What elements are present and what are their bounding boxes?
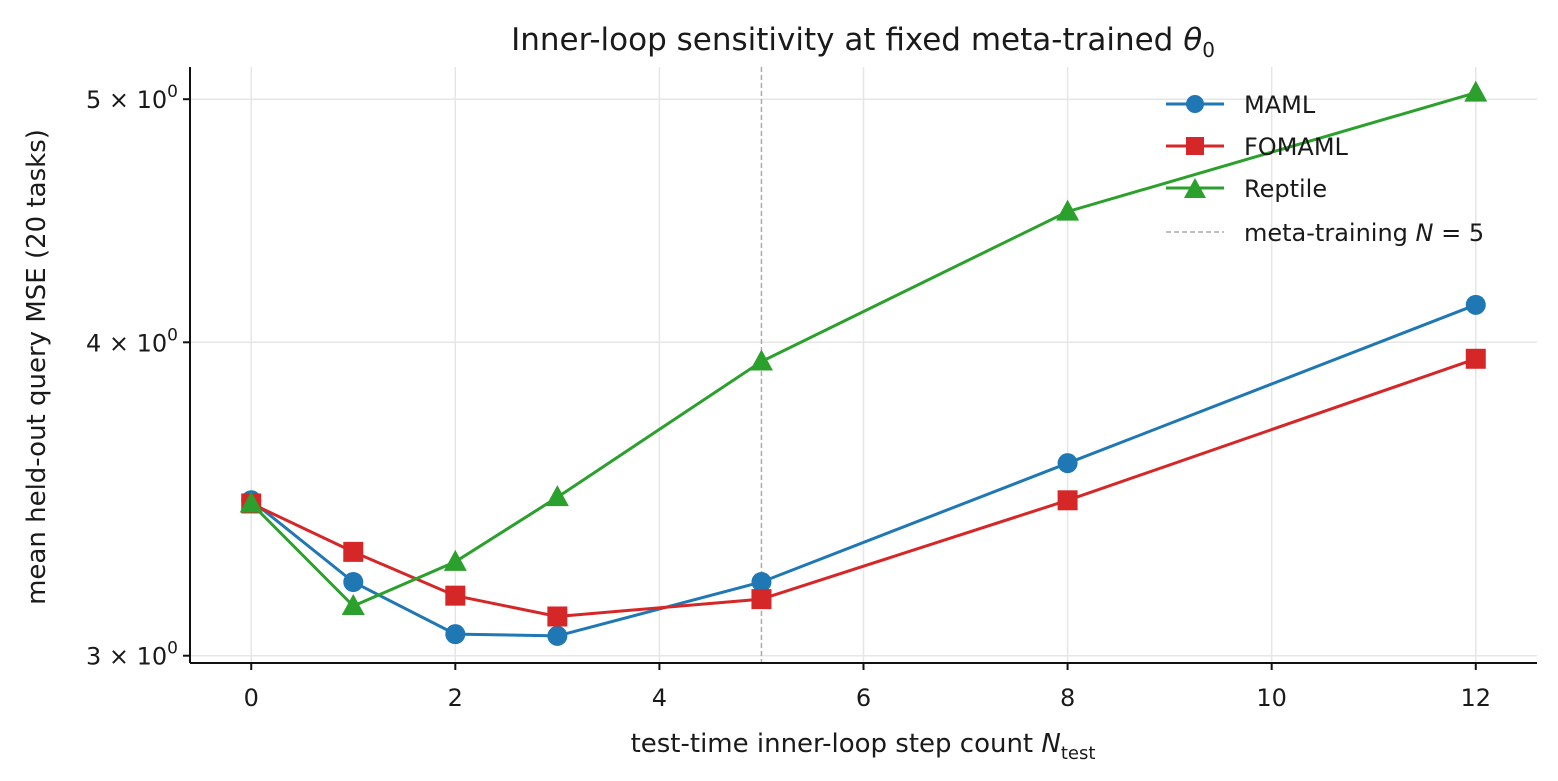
x-tick-label: 6 (856, 684, 871, 712)
data-point-fomaml (343, 541, 364, 562)
series-reptile (239, 80, 1488, 616)
data-point-reptile (1464, 80, 1488, 102)
y-tick-layer: 3 × 100 4 × 100 5 × 100 (86, 82, 190, 671)
x-tick-label: 10 (1256, 684, 1287, 712)
y-tick-label: 5 × 100 (86, 82, 178, 114)
x-tick-layer: 0 2 4 6 8 10 12 (244, 663, 1491, 712)
data-point-maml (1465, 294, 1486, 315)
legend-label-reference: meta-training N = 5 (1244, 219, 1484, 247)
data-point-reptile (1056, 199, 1080, 221)
legend-entry-maml: MAML (1166, 91, 1316, 119)
data-point-reptile (239, 491, 263, 513)
data-point-maml (343, 572, 364, 593)
x-tick-label: 0 (244, 684, 259, 712)
data-point-fomaml (547, 606, 568, 627)
legend: MAML FOMAML Reptile meta-training N = 5 (1166, 91, 1484, 247)
y-axis-label: mean held-out query MSE (20 tasks) (22, 129, 52, 605)
x-axis-label: test-time inner-loop step count Ntest (631, 729, 1096, 764)
legend-marker-reptile (1184, 178, 1206, 198)
grid-layer (190, 67, 1537, 663)
x-tick-label: 4 (652, 684, 667, 712)
data-point-fomaml (751, 589, 772, 610)
legend-label-maml: MAML (1244, 91, 1316, 119)
data-point-maml (445, 624, 466, 645)
data-point-maml (751, 572, 772, 593)
chart-title: Inner-loop sensitivity at fixed meta-tra… (511, 22, 1215, 62)
data-point-reptile (545, 485, 569, 507)
series-layer (239, 80, 1488, 646)
legend-entry-fomaml: FOMAML (1166, 133, 1349, 161)
legend-marker-maml (1186, 95, 1204, 113)
data-point-reptile (443, 549, 467, 571)
y-tick-label: 4 × 100 (86, 325, 178, 357)
legend-marker-fomaml (1186, 137, 1204, 155)
data-point-maml (547, 625, 568, 646)
legend-entry-reptile: Reptile (1166, 175, 1327, 203)
y-tick-label: 3 × 100 (86, 639, 178, 671)
legend-label-fomaml: FOMAML (1244, 133, 1349, 161)
legend-entry-reference: meta-training N = 5 (1166, 219, 1484, 247)
data-point-reptile (749, 349, 773, 371)
x-tick-label: 12 (1460, 684, 1491, 712)
x-tick-label: 2 (448, 684, 463, 712)
legend-label-reptile: Reptile (1244, 175, 1327, 203)
x-tick-label: 8 (1060, 684, 1075, 712)
data-point-maml (1057, 453, 1078, 474)
data-point-fomaml (1465, 348, 1486, 369)
data-point-fomaml (445, 585, 466, 606)
data-point-reptile (341, 594, 365, 616)
data-point-fomaml (1057, 490, 1078, 511)
